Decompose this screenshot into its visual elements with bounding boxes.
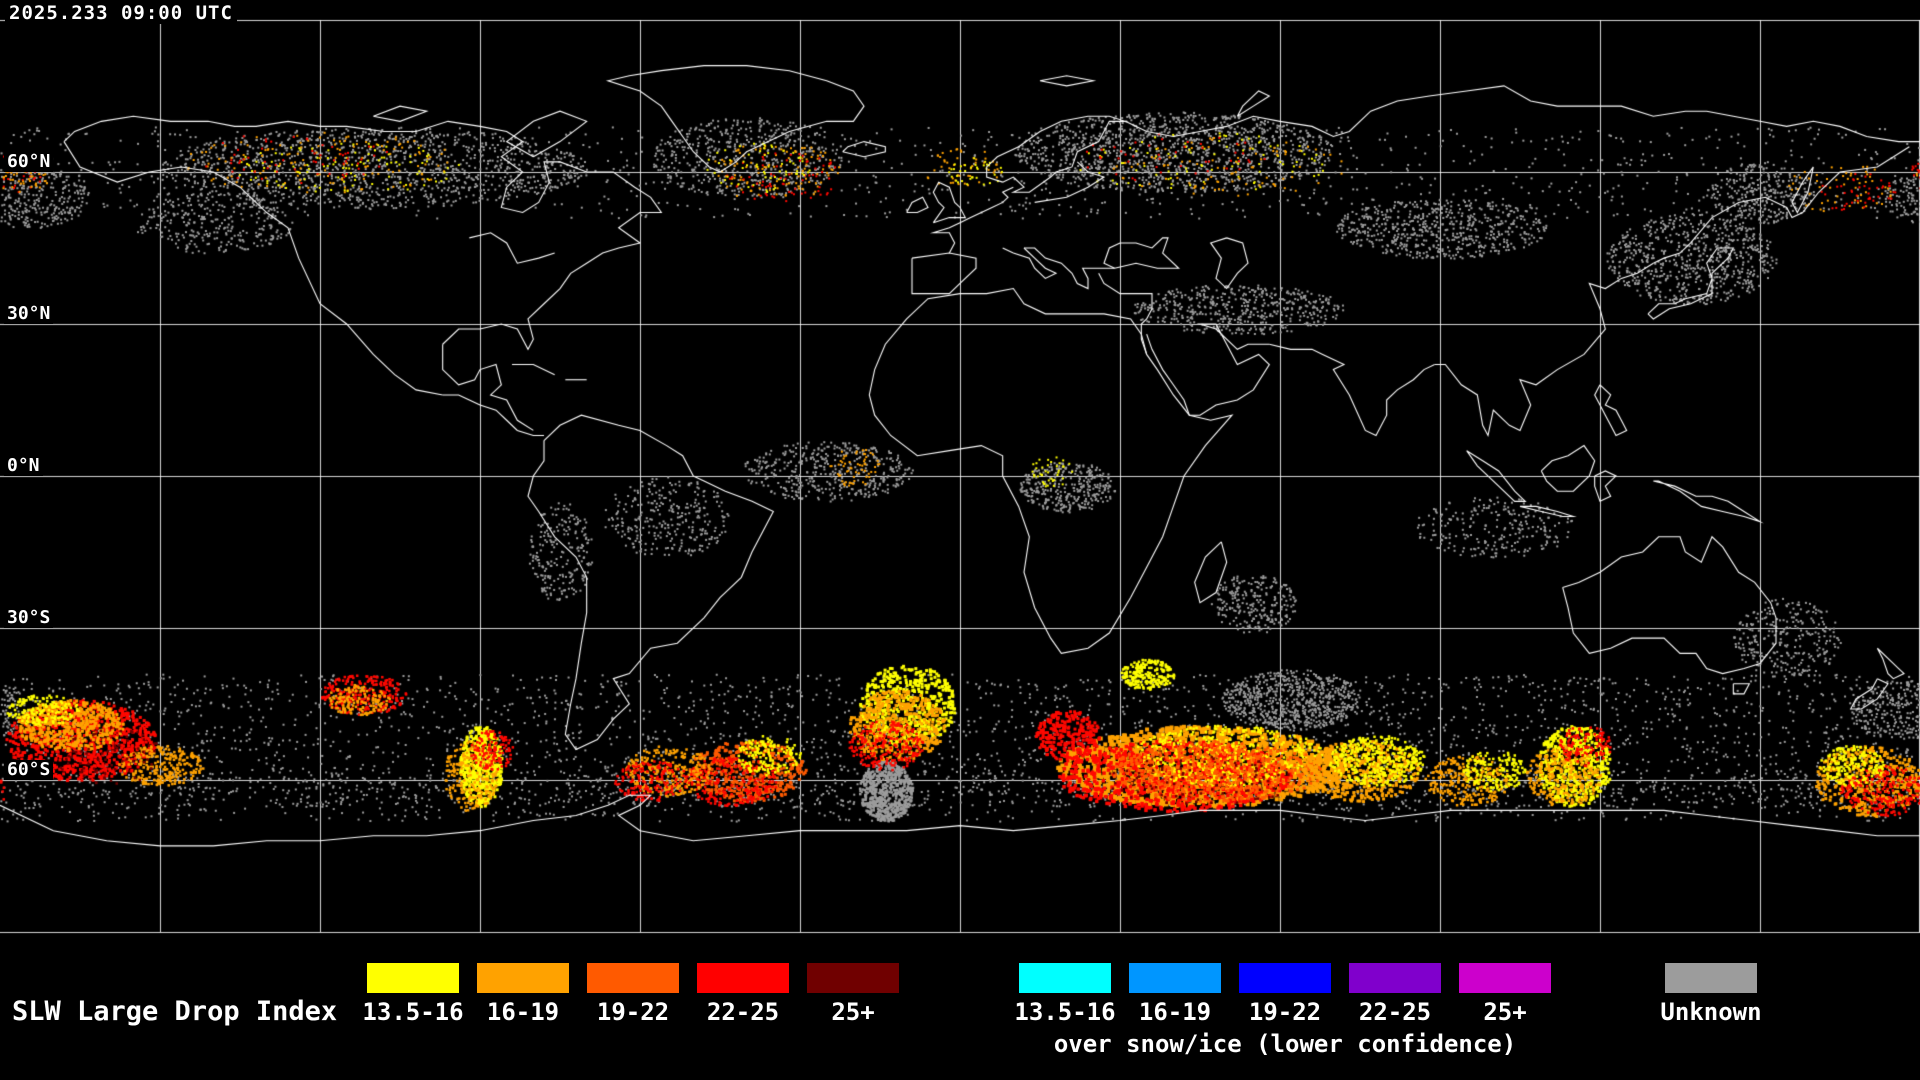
latitude-label: 60°N xyxy=(4,151,54,172)
latitude-label: 0°N xyxy=(4,456,43,476)
latitude-label: 30°S xyxy=(4,608,54,628)
latitude-label: 30°N xyxy=(4,303,54,324)
timestamp: 2025.233 09:00 UTC xyxy=(5,2,237,24)
latitude-label: 60°S xyxy=(4,760,54,780)
